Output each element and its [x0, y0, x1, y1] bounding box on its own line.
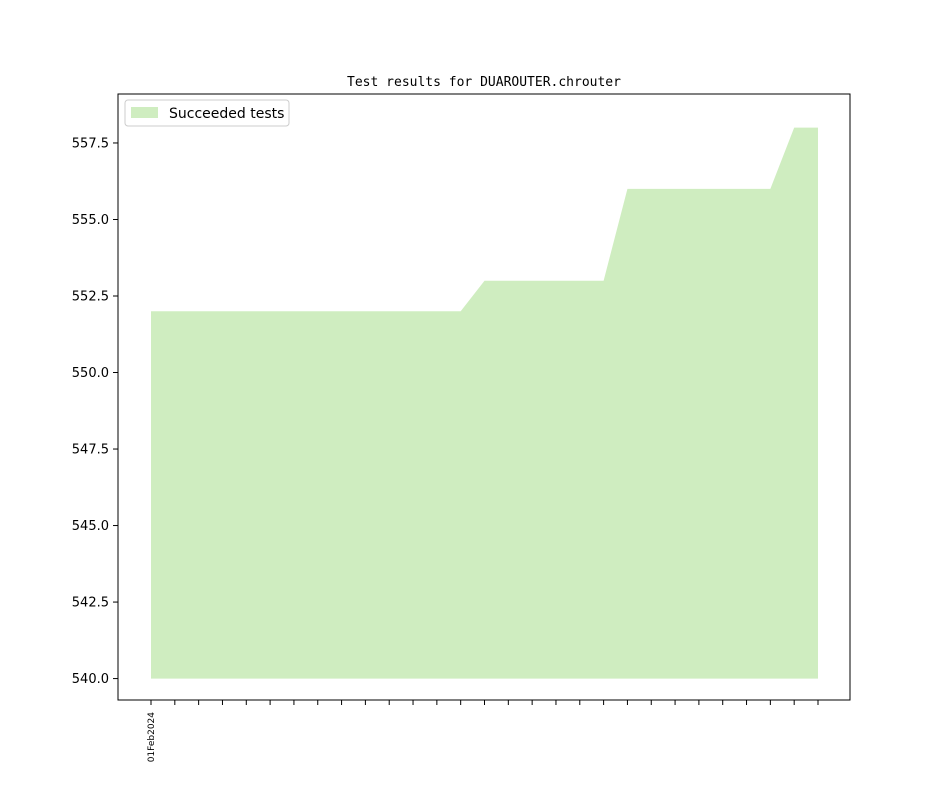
y-tick-label: 540.0 [72, 672, 109, 687]
y-tick-label: 542.5 [72, 596, 109, 611]
legend-box [124, 99, 290, 127]
x-tick-label: 01Feb2024 [147, 712, 157, 763]
y-tick-label: 555.0 [72, 213, 109, 228]
legend-swatch [131, 107, 158, 118]
legend: Succeeded tests [124, 99, 290, 127]
area-series-0 [151, 127, 818, 679]
y-tick-label: 557.5 [72, 136, 109, 151]
legend-entry-label: Succeeded tests [169, 106, 284, 122]
y-tick-label: 547.5 [72, 443, 109, 458]
y-tick-label: 550.0 [72, 366, 109, 381]
y-tick-label: 552.5 [72, 290, 109, 305]
chart-title: Test results for DUAROUTER.chrouter [347, 75, 621, 90]
y-tick-label: 545.0 [72, 519, 109, 534]
